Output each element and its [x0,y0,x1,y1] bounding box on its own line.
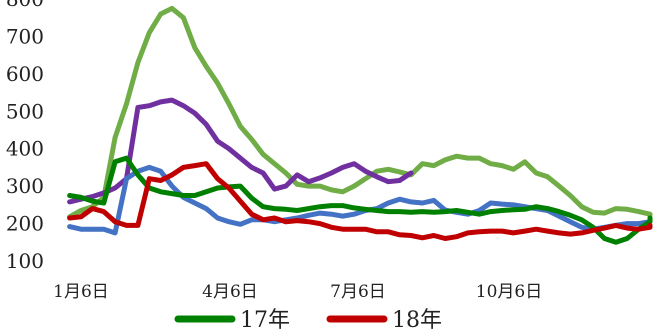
legend: 17年 18年 [174,308,442,332]
y-tick-label: 800 [6,0,44,11]
y-tick-label: 600 [6,62,44,86]
series-layer [67,5,653,245]
series-line-4 [67,161,653,241]
y-tick-label: 300 [6,174,44,198]
y-tick-label: 100 [6,249,44,273]
legend-label: 18年 [392,308,442,332]
x-tick-label: 7月6日 [330,282,386,302]
y-tick-label: 200 [6,212,44,236]
y-tick-label: 400 [6,137,44,161]
legend-label: 17年 [240,308,290,332]
x-tick-label: 4月6日 [202,282,258,302]
y-tick-label: 500 [6,99,44,123]
series-line-3 [67,155,653,245]
x-axis-ticks: 1月6日 4月6日 7月6日 10月6日 [53,282,542,302]
y-axis-ticks: 100 200 300 400 500 600 700 800 [6,0,44,273]
y-tick-label: 700 [6,24,44,48]
series-line-2 [67,164,653,236]
series-line-0 [67,5,653,220]
x-tick-label: 1月6日 [53,282,109,302]
x-tick-label: 10月6日 [476,282,542,302]
